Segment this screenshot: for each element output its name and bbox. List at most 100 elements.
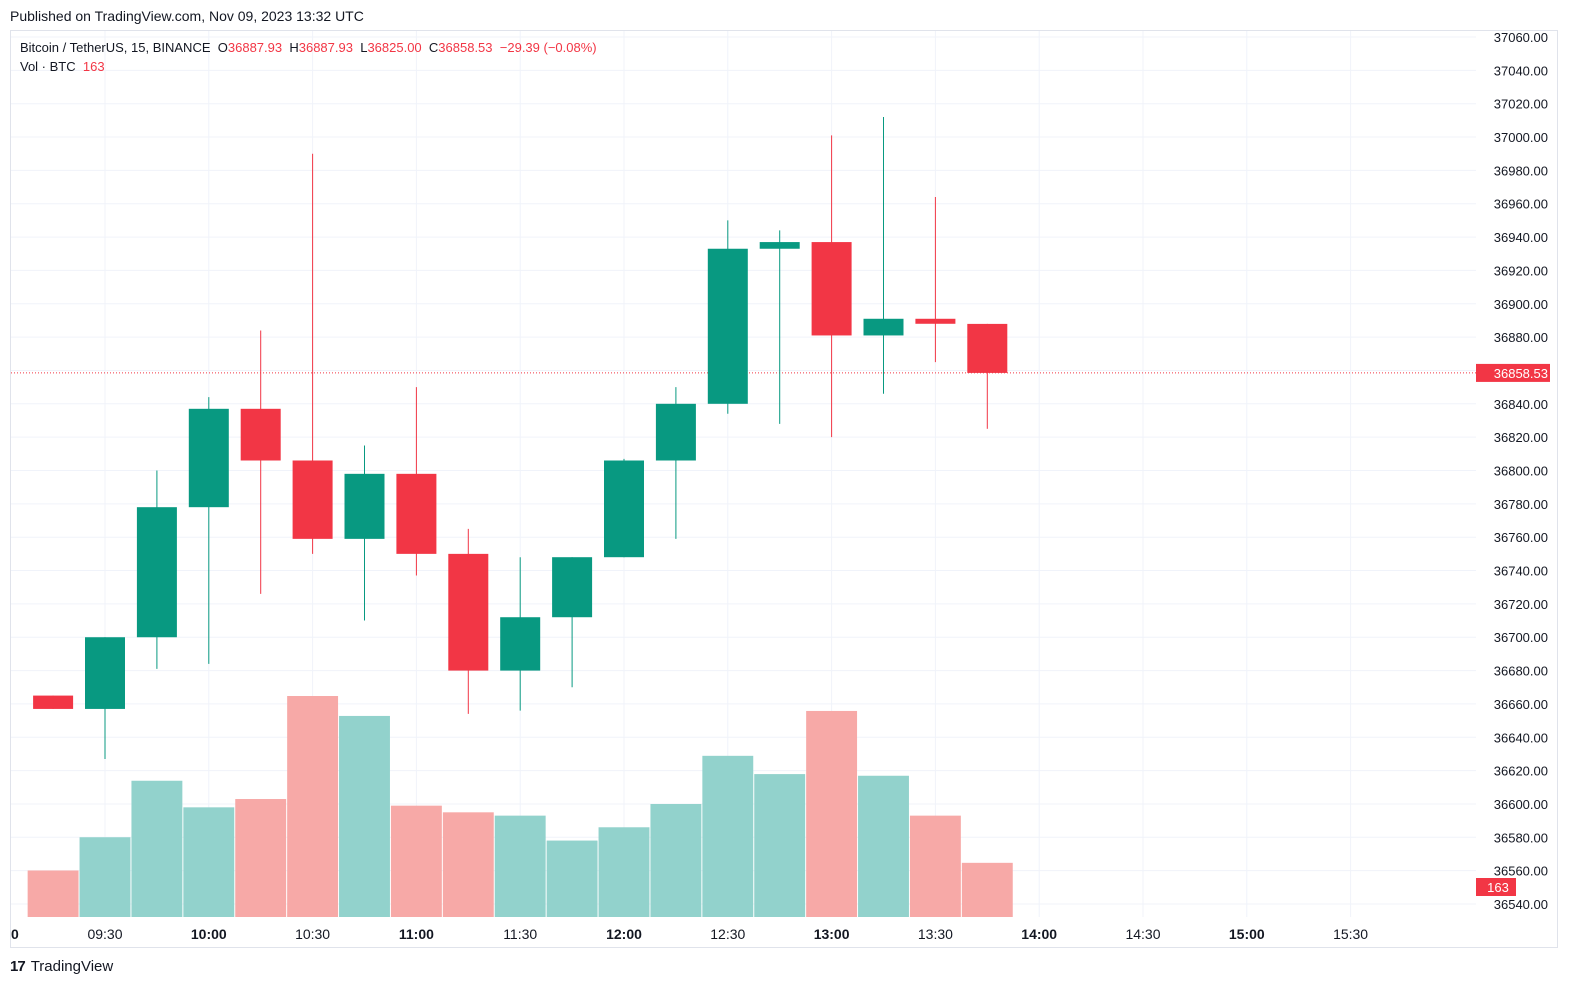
x-axis-tick-label: 11:00 <box>399 926 434 942</box>
candle-body[interactable] <box>240 408 281 461</box>
y-axis-tick-label: 37020.00 <box>1494 97 1548 112</box>
symbol-title[interactable]: Bitcoin / TetherUS, 15, BINANCE <box>20 40 211 55</box>
x-axis-tick-label: 15:30 <box>1333 926 1368 942</box>
y-axis-tick-label: 37000.00 <box>1494 130 1548 145</box>
candle-body[interactable] <box>292 460 333 539</box>
x-axis-tick-label: 14:30 <box>1125 926 1160 942</box>
close-value: 36858.53 <box>438 40 493 55</box>
y-axis-tick-label: 36880.00 <box>1494 330 1548 345</box>
chart-frame[interactable] <box>10 30 1558 948</box>
candle-body[interactable] <box>85 637 125 709</box>
y-axis-tick-label: 36800.00 <box>1494 464 1548 479</box>
volume-bar[interactable] <box>806 710 858 917</box>
volume-legend-row: Vol · BTC 163 <box>20 57 597 76</box>
volume-bar[interactable] <box>494 815 546 917</box>
volume-bar[interactable] <box>390 805 442 917</box>
volume-bar[interactable] <box>650 804 702 917</box>
volume-value: 163 <box>82 59 105 74</box>
y-axis-tick-label: 36600.00 <box>1494 797 1548 812</box>
high-value: 36887.93 <box>298 40 353 55</box>
y-axis-tick-label: 36840.00 <box>1494 397 1548 412</box>
x-axis-tick-label: 10:30 <box>295 926 330 942</box>
ohlc-legend-row: Bitcoin / TetherUS, 15, BINANCE O36887.9… <box>20 38 597 57</box>
candle-body[interactable] <box>604 460 644 558</box>
candle-body[interactable] <box>188 408 229 508</box>
y-axis-tick-label: 36580.00 <box>1494 830 1548 845</box>
tradingview-footer[interactable]: 17 TradingView <box>10 958 113 975</box>
y-axis-tick-label: 36640.00 <box>1494 730 1548 745</box>
y-axis-tick-label: 36960.00 <box>1494 197 1548 212</box>
candle-body[interactable] <box>33 695 74 709</box>
candle-body[interactable] <box>915 318 956 324</box>
chart-legend: Bitcoin / TetherUS, 15, BINANCE O36887.9… <box>20 38 597 76</box>
volume-label[interactable]: Vol · BTC <box>20 59 76 74</box>
y-axis-tick-label: 36720.00 <box>1494 597 1548 612</box>
candle-body[interactable] <box>552 557 593 618</box>
volume-bar[interactable] <box>858 775 909 917</box>
volume-bar[interactable] <box>702 755 754 917</box>
x-axis-tick-label: 15:00 <box>1229 926 1265 942</box>
y-axis-tick-label: 36700.00 <box>1494 630 1548 645</box>
volume-bar[interactable] <box>287 696 339 917</box>
candle-body[interactable] <box>500 617 541 671</box>
candle-body[interactable] <box>759 242 800 249</box>
last-price-label: 36858.53 <box>1494 366 1548 381</box>
x-axis-tick-label: 13:00 <box>814 926 850 942</box>
y-axis-tick-label: 37040.00 <box>1494 63 1548 78</box>
last-volume-badge <box>1476 878 1516 896</box>
candle-body[interactable] <box>448 553 489 671</box>
x-axis-tick-label: 12:30 <box>710 926 745 942</box>
candle-body[interactable] <box>655 403 696 461</box>
volume-bar[interactable] <box>27 870 79 917</box>
candle-body[interactable] <box>707 248 748 404</box>
published-caption: Published on TradingView.com, Nov 09, 20… <box>10 8 364 24</box>
candle-body[interactable] <box>863 318 904 336</box>
open-label: O <box>217 40 228 55</box>
y-axis-tick-label: 36560.00 <box>1494 864 1548 879</box>
low-value: 36825.00 <box>367 40 422 55</box>
candle-body[interactable] <box>344 473 385 539</box>
close-label: C <box>428 40 439 55</box>
volume-bar[interactable] <box>339 715 390 917</box>
y-axis-tick-label: 36940.00 <box>1494 230 1548 245</box>
volume-bar[interactable] <box>546 840 598 917</box>
y-axis-tick-label: 36920.00 <box>1494 263 1548 278</box>
y-axis-tick-label: 36980.00 <box>1494 163 1548 178</box>
tradingview-logo-icon: 17 <box>10 958 26 975</box>
volume-bar[interactable] <box>598 827 650 917</box>
y-axis-tick-label: 36780.00 <box>1494 497 1548 512</box>
high-label: H <box>289 40 299 55</box>
candle-body[interactable] <box>811 242 852 336</box>
low-label: L <box>360 40 368 55</box>
y-axis-tick-label: 36820.00 <box>1494 430 1548 445</box>
volume-bar[interactable] <box>235 799 287 917</box>
x-axis-tick-label: 10:00 <box>191 926 227 942</box>
volume-bar[interactable] <box>442 812 494 917</box>
change-value: −29.39 (−0.08%) <box>499 40 597 55</box>
x-axis-tick-label: 09:30 <box>87 926 122 942</box>
y-axis-tick-label: 36900.00 <box>1494 297 1548 312</box>
volume-bar[interactable] <box>131 780 183 917</box>
volume-bar[interactable] <box>79 837 131 917</box>
tradingview-logo-text: TradingView <box>30 958 114 975</box>
y-axis-tick-label: 36740.00 <box>1494 564 1548 579</box>
volume-bar[interactable] <box>754 774 806 917</box>
x-axis-tick-label: 0 <box>11 926 19 942</box>
candle-body[interactable] <box>136 507 177 638</box>
y-axis-tick-label: 36660.00 <box>1494 697 1548 712</box>
y-axis-tick-label: 36680.00 <box>1494 664 1548 679</box>
y-axis-tick-label: 36620.00 <box>1494 764 1548 779</box>
x-axis-tick-label: 12:00 <box>606 926 642 942</box>
y-axis-tick-label: 36760.00 <box>1494 530 1548 545</box>
volume-bar[interactable] <box>909 815 961 917</box>
x-axis-tick-label: 11:30 <box>503 926 537 942</box>
candle-body[interactable] <box>396 473 437 554</box>
volume-bar[interactable] <box>961 862 1013 917</box>
last-price-badge <box>1476 363 1550 382</box>
volume-bar[interactable] <box>183 807 235 917</box>
x-axis-tick-label: 14:00 <box>1021 926 1057 942</box>
y-axis-tick-label: 37060.00 <box>1494 30 1548 45</box>
candle-body[interactable] <box>967 323 1008 373</box>
open-value: 36887.93 <box>227 40 283 55</box>
